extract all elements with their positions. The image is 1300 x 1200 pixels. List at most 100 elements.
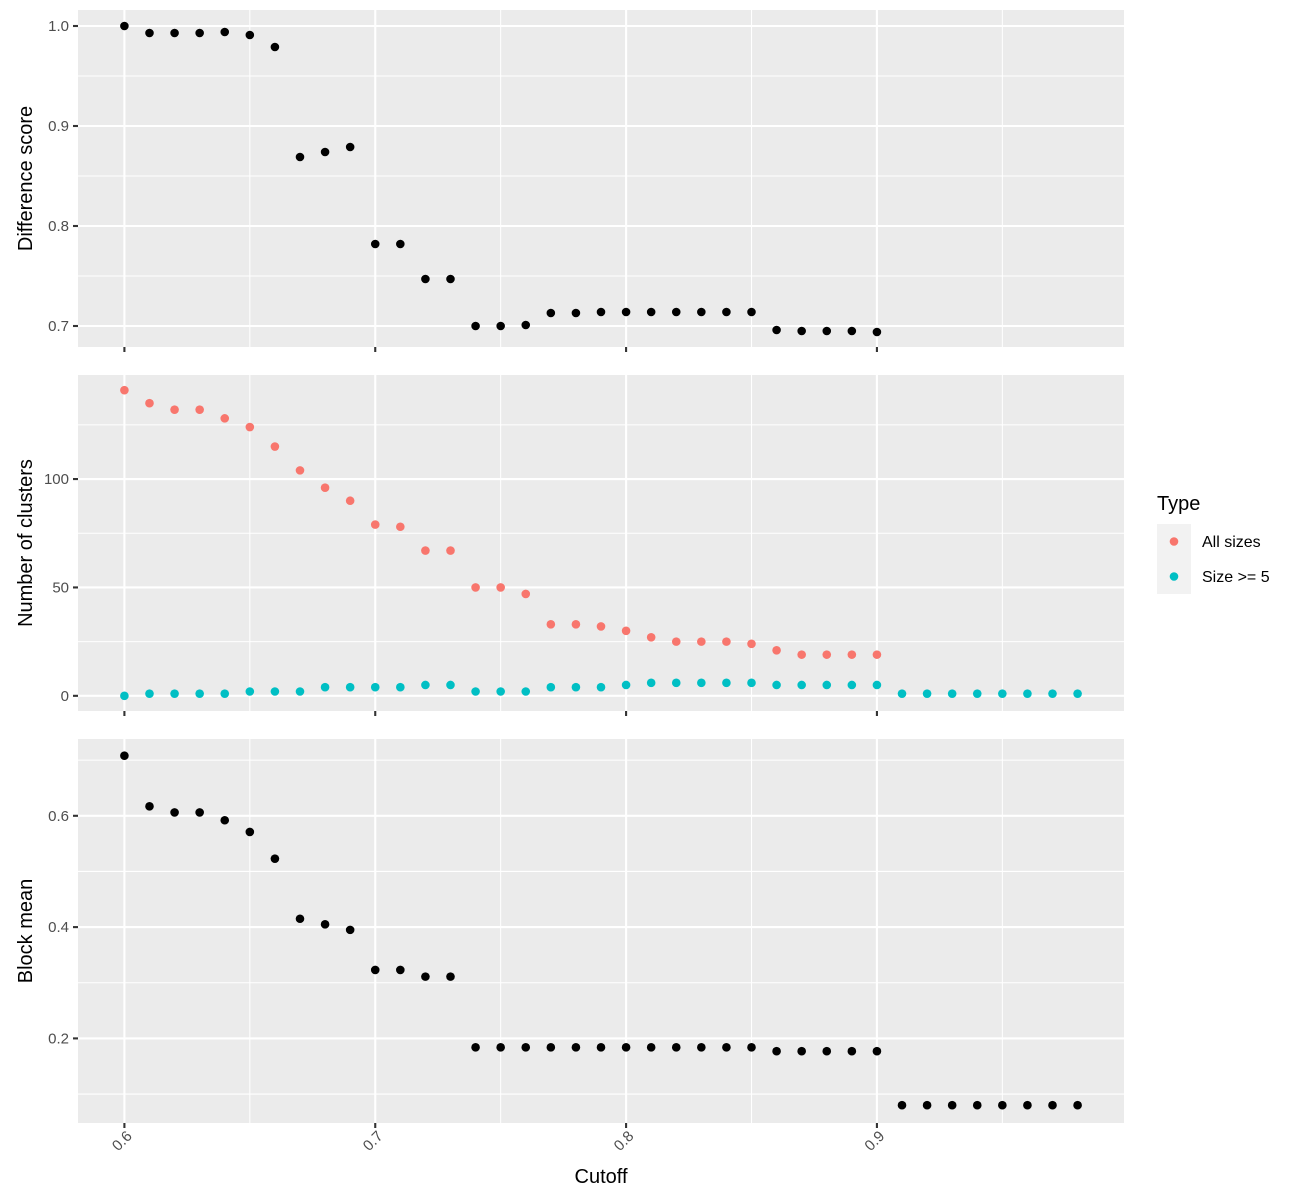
data-point [772,325,781,335]
data-point [521,320,531,330]
y-axis-title: Difference score [15,106,37,251]
data-point [270,854,280,863]
data-point [872,327,882,337]
data-point [270,42,280,52]
data-point [847,680,857,690]
y-tick-label: 0.6 [48,808,69,825]
data-point [747,639,756,649]
data-point [446,972,455,981]
data-point [370,682,380,692]
data-point [396,522,405,532]
data-point [245,30,255,40]
data-point [345,925,355,935]
y-tick-label: 100 [44,471,69,488]
data-point [596,1043,606,1052]
data-point [295,152,305,162]
panel-background [78,375,1124,711]
data-point [521,687,531,696]
data-point [195,689,204,698]
data-point [621,680,631,690]
data-point [797,680,806,690]
data-point [320,147,330,157]
data-point [722,678,731,688]
data-point [747,307,756,317]
data-point [772,680,781,690]
data-point [671,637,681,646]
data-point [922,689,932,698]
data-point [245,687,255,696]
data-point [998,689,1007,698]
data-point [596,682,606,692]
data-point [822,326,832,336]
data-point [697,307,706,317]
data-point [521,1043,531,1052]
data-point [145,398,154,408]
data-point [571,308,581,318]
data-point [170,28,179,38]
data-point [120,385,129,395]
data-point [496,321,505,331]
data-point [671,678,681,688]
data-point [671,1043,681,1052]
data-point [345,682,355,692]
x-tick-label: 0.8 [611,1128,638,1155]
data-point [521,589,531,599]
data-point [471,1043,480,1052]
data-point [646,307,656,317]
data-point [646,632,656,642]
data-point [897,1100,907,1110]
panel-1: 0.7 0.8 0.9 1.0 Difference score [15,10,1124,352]
data-point [621,307,631,317]
data-point [245,422,255,432]
data-point [421,972,430,981]
y-tick-label: 1.0 [48,18,69,35]
data-point [220,414,230,423]
data-point [1048,1100,1057,1110]
data-point [872,650,882,659]
data-point [1023,1100,1032,1110]
data-point [822,680,832,690]
data-point [446,546,455,555]
x-tick-label: 0.6 [109,1128,136,1155]
data-point [571,1043,581,1052]
data-point [646,678,656,688]
panel-2: 0 50 100 Number of clusters [15,375,1124,716]
data-point [571,682,581,692]
data-point [1073,689,1082,698]
data-point [170,689,179,698]
data-point [145,28,154,38]
data-point [220,815,230,825]
legend: Type All sizes Size >= 5 [1157,493,1270,594]
legend-label: All sizes [1202,534,1261,551]
data-point [345,496,355,506]
data-point [170,405,179,414]
y-tick-label: 0.8 [48,218,69,235]
data-point [822,650,832,659]
data-point [972,689,982,698]
data-point [295,466,305,475]
data-point [145,802,154,811]
data-point [421,274,430,284]
x-tick-label: 0.7 [360,1128,387,1155]
data-point [847,1046,857,1056]
legend-key-point [1169,537,1179,546]
data-point [797,650,806,659]
data-point [120,21,129,31]
data-point [797,1046,806,1056]
panel-3: 0.2 0.4 0.6 Block mean [15,739,1124,1128]
data-point [847,326,857,336]
data-point [120,691,129,701]
data-point [496,687,505,696]
y-tick-label: 0.4 [48,919,69,936]
legend-entries: All sizes Size >= 5 [1157,524,1270,594]
y-axis-title: Block mean [15,879,37,984]
data-point [596,307,606,317]
data-point [822,1046,832,1056]
data-point [998,1100,1007,1110]
data-point [722,307,731,317]
data-point [320,483,330,493]
data-point [722,1043,731,1052]
data-point [947,1100,957,1110]
data-point [120,751,129,760]
data-point [697,637,706,646]
